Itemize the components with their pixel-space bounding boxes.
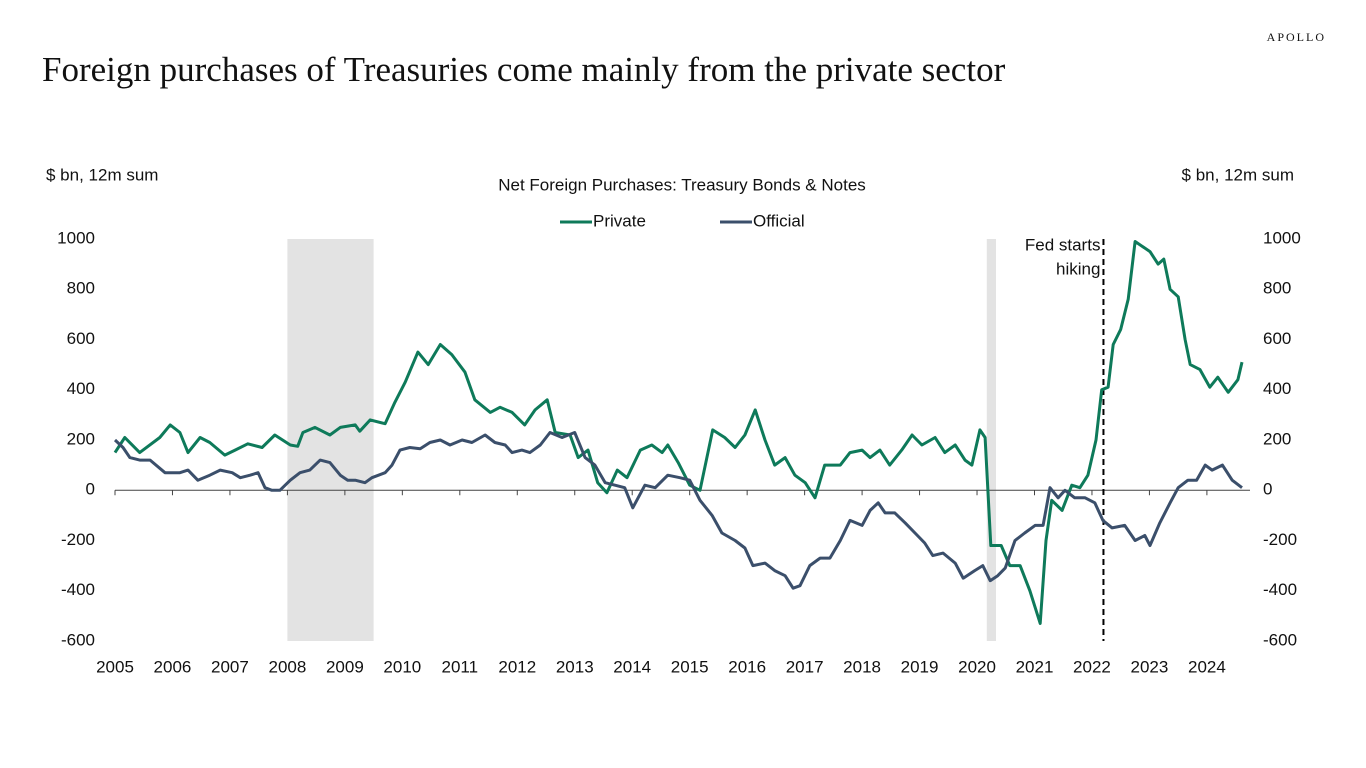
x-tick-label: 2016	[728, 657, 766, 676]
x-tick-label: 2019	[901, 657, 939, 676]
y2-tick-label: -600	[1263, 630, 1297, 649]
background-layer	[287, 239, 996, 641]
legend-label: Private	[593, 211, 646, 230]
x-tick-label: 2012	[498, 657, 536, 676]
x-tick-label: 2020	[958, 657, 996, 676]
x-tick-label: 2013	[556, 657, 594, 676]
y2-tick-label: 1000	[1263, 228, 1301, 247]
series-line	[113, 431, 1243, 590]
x-tick-label: 2024	[1188, 657, 1226, 676]
x-tick-label: 2018	[843, 657, 881, 676]
y-tick-label: 600	[67, 329, 95, 348]
y2-tick-label: -400	[1263, 580, 1297, 599]
y-axis-label: $ bn, 12m sum	[46, 165, 158, 184]
y2-tick-label: 200	[1263, 429, 1291, 448]
series-line	[113, 240, 1244, 625]
chart-subtitle: Net Foreign Purchases: Treasury Bonds & …	[498, 175, 866, 194]
x-tick-label: 2010	[383, 657, 421, 676]
brand: APOLLO	[1267, 30, 1326, 44]
y2-tick-label: -200	[1263, 530, 1297, 549]
y-tick-label: 800	[67, 279, 95, 298]
x-tick-label: 2017	[786, 657, 824, 676]
y-tick-label: 200	[67, 429, 95, 448]
x-tick-label: 2015	[671, 657, 709, 676]
recession-shading	[986, 239, 996, 641]
y-tick-label: -400	[61, 580, 95, 599]
chart-title: Foreign purchases of Treasuries come mai…	[42, 50, 1006, 89]
x-tick-label: 2022	[1073, 657, 1111, 676]
annotation-text: Fed starts	[1025, 235, 1101, 254]
x-tick-label: 2005	[96, 657, 134, 676]
y-tick-label: 400	[67, 379, 95, 398]
y2-tick-label: 0	[1263, 480, 1272, 499]
y-tick-label: -200	[61, 530, 95, 549]
y-tick-label: 0	[86, 480, 95, 499]
recession-shading	[287, 239, 374, 641]
y-tick-label: 1000	[57, 228, 95, 247]
x-tick-label: 2009	[326, 657, 364, 676]
y-tick-label: -600	[61, 630, 95, 649]
annotation-text: hiking	[1056, 259, 1100, 278]
y2-tick-label: 800	[1263, 279, 1291, 298]
legend-label: Official	[753, 211, 805, 230]
x-tick-label: 2007	[211, 657, 249, 676]
x-tick-label: 2023	[1131, 657, 1169, 676]
x-tick-label: 2014	[613, 657, 651, 676]
x-tick-label: 2021	[1016, 657, 1054, 676]
x-tick-label: 2008	[268, 657, 306, 676]
x-tick-label: 2006	[154, 657, 192, 676]
y2-tick-label: 400	[1263, 379, 1291, 398]
y2-axis-label: $ bn, 12m sum	[1182, 165, 1294, 184]
y2-tick-label: 600	[1263, 329, 1291, 348]
x-tick-label: 2011	[442, 657, 479, 676]
